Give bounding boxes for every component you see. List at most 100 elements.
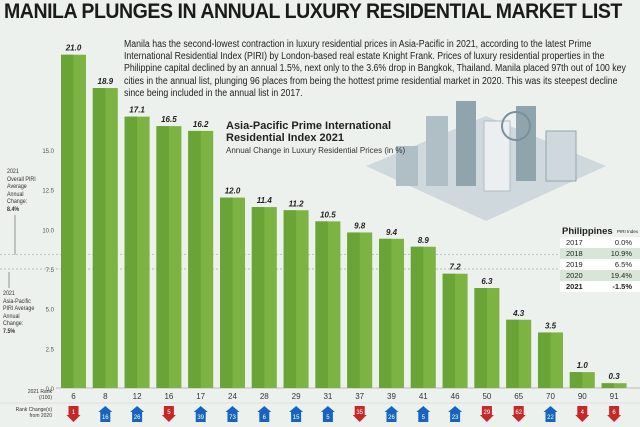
chart-title: Asia-Pacific Prime International Residen… [226, 120, 392, 144]
y-tick-label: 12.5 [42, 189, 54, 195]
rank-label: 90 [578, 392, 587, 401]
rank-change-label: 26 [134, 415, 141, 421]
rank-label: 24 [228, 392, 237, 401]
table-title: Philippines [562, 226, 613, 237]
year: 2021 [566, 282, 583, 291]
rank-change-label: 22 [547, 415, 554, 421]
arrow-down-icon [161, 406, 176, 422]
rank-change-label: 5 [422, 415, 426, 421]
bar-value-label: 18.9 [98, 77, 114, 86]
intro-text: Manila has the second-lowest contraction… [124, 39, 626, 99]
note-line: Annual [7, 190, 24, 198]
bar-shade [569, 372, 583, 388]
y-tick-label: 2.5 [46, 347, 55, 353]
bar-shade [220, 197, 233, 388]
arrow-up-icon [448, 406, 463, 422]
arrow-up-icon [257, 406, 272, 422]
y-tick-label: 7.5 [46, 268, 55, 274]
rank-label: 29 [292, 392, 301, 401]
rank-change-label: 6 [612, 410, 616, 416]
bar-value-label: 16.2 [193, 120, 209, 129]
value: 0.0% [614, 238, 632, 247]
rank-change-label: 1 [72, 410, 76, 416]
rank-change-label: 5 [326, 415, 330, 421]
bar-value-label: 7.2 [450, 263, 462, 272]
column-header: PIRI Index [616, 229, 638, 234]
bar-shade [188, 130, 201, 388]
bar-shade [442, 273, 456, 388]
rank-label: 91 [610, 392, 619, 401]
rank-label: 12 [133, 392, 142, 401]
bar-shade [156, 126, 169, 389]
arrow-down-icon [479, 406, 494, 422]
rank-label: 70 [546, 392, 555, 401]
rank-label: 31 [323, 392, 332, 401]
arrow-down-icon [575, 406, 590, 422]
rank-change-label: 62 [515, 410, 522, 416]
bar-value-label: 1.0 [577, 361, 589, 370]
bar-value-label: 11.4 [257, 196, 273, 205]
rank-label: 39 [387, 392, 396, 401]
bar-value-label: 12.0 [225, 187, 241, 196]
bar-shade [379, 238, 392, 388]
note-line: Change: [7, 198, 28, 205]
arrow-up-icon [416, 406, 431, 422]
bar-value-label: 9.8 [354, 221, 366, 230]
bar-value-label: 17.1 [129, 106, 145, 115]
arrow-down-icon [66, 406, 81, 422]
rank-label: 41 [419, 392, 428, 401]
arrow-up-icon [289, 406, 304, 422]
bar-value-label: 9.4 [386, 228, 398, 237]
rank-change-label: 29 [484, 410, 491, 416]
rank-change-label: 6 [263, 415, 267, 421]
table-header: Philippines PIRI Index [560, 226, 640, 237]
rank-label: 65 [514, 392, 523, 401]
arrow-down-icon [511, 406, 526, 422]
rank-change-label: 73 [229, 415, 236, 421]
chart-subtitle: Annual Change in Luxury Residential Pric… [226, 146, 406, 155]
bar-shade [601, 383, 615, 388]
note-value: 7.5% [3, 327, 16, 335]
year: 2017 [566, 238, 583, 247]
note-line: Annual [3, 312, 20, 320]
bar-value-label: 6.3 [481, 277, 493, 286]
rank-change-label: 26 [388, 415, 395, 421]
value: 6.5% [614, 260, 632, 269]
note-line: PIRI Average [3, 305, 35, 312]
philippines-table: Philippines PIRI Index 2017 0.0% 2018 10.9%… [560, 226, 640, 292]
bar-value-label: 0.3 [609, 372, 621, 381]
bar-shade [92, 88, 106, 388]
note-line: Overall PIRI [7, 175, 36, 183]
table-row: 2020 19.4% [560, 270, 640, 281]
arrow-up-icon [384, 406, 399, 422]
rank-change-label: 39 [197, 415, 204, 421]
arrow-up-icon [130, 406, 145, 422]
note-line: 2021 [7, 168, 19, 175]
note-line: 2021 [3, 290, 15, 297]
bar-value-label: 8.9 [418, 236, 430, 245]
bar-shade [315, 221, 328, 388]
rank-row-label: 2021 Rank (/100) [27, 389, 52, 401]
bar-value-label: 4.3 [512, 309, 525, 318]
arrow-up-icon [225, 406, 240, 422]
rank-change-label: 15 [293, 415, 300, 421]
rank-change-label: 4 [581, 410, 585, 416]
note-line: Average [7, 183, 27, 190]
arrow-up-icon [193, 406, 208, 422]
rank-label: 50 [482, 392, 491, 401]
bar-value-label: 3.5 [545, 321, 557, 330]
note-value: 8.4% [7, 205, 20, 213]
arrow-up-icon [543, 406, 558, 422]
note-line: Change: [3, 320, 24, 327]
overall-average-note: 2021 Overall PIRI Average Annual Change: 8.4% [7, 168, 36, 213]
rank-change-label: 23 [452, 415, 459, 421]
page-title: MANILA PLUNGES IN ANNUAL LUXURY RESIDENT… [4, 0, 622, 23]
bar-shade [124, 116, 138, 389]
rank-label: 8 [103, 392, 108, 401]
rank-label: 28 [260, 392, 269, 401]
table-row: 2019 6.5% [560, 259, 640, 270]
bar-value-label: 10.5 [320, 210, 336, 219]
value: 10.9% [610, 249, 632, 258]
arrow-up-icon [98, 406, 113, 422]
